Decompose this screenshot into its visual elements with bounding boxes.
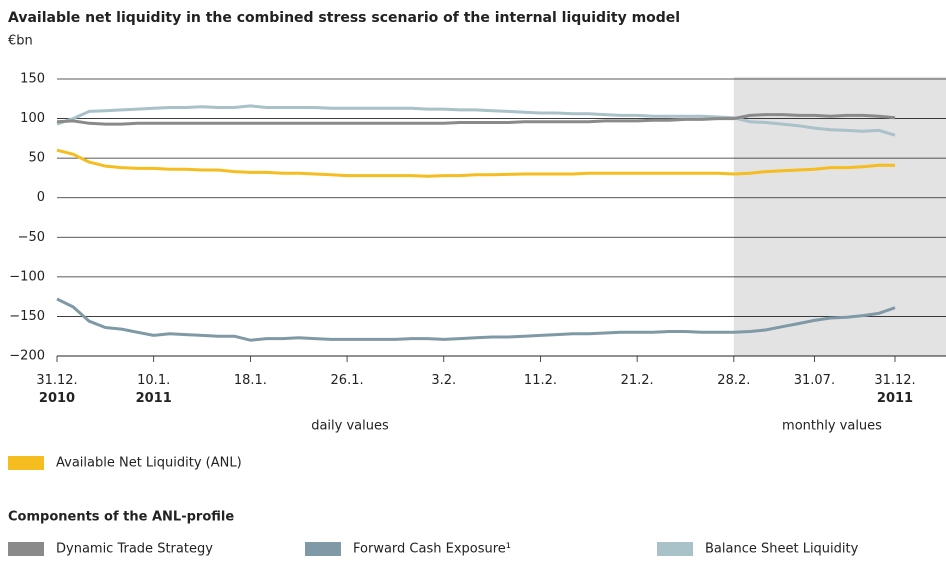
legend-label: Forward Cash Exposure¹ bbox=[353, 542, 511, 557]
legend-swatch bbox=[305, 542, 341, 556]
x-tick-label: 31.12. 2010 bbox=[36, 373, 77, 406]
series-line bbox=[56, 104, 896, 137]
x-tick-label: 10.1. 2011 bbox=[136, 373, 172, 406]
x-tick-label: 3.2. bbox=[431, 373, 456, 388]
legend-swatch bbox=[657, 542, 693, 556]
series-line bbox=[56, 148, 895, 178]
legend-label: Balance Sheet Liquidity bbox=[705, 542, 859, 557]
x-tick-label: 31.07. bbox=[794, 373, 835, 388]
series-line bbox=[56, 297, 896, 342]
y-tick-label: −150 bbox=[9, 309, 45, 324]
x-tick-label: 11.2. bbox=[524, 373, 557, 388]
annotation: monthly values bbox=[782, 419, 882, 434]
y-tick-label: −100 bbox=[9, 269, 45, 284]
unit-label: €bn bbox=[8, 34, 33, 49]
x-tick-label: 26.1. bbox=[331, 373, 364, 388]
x-tick-label: 28.2. bbox=[717, 373, 750, 388]
series-line bbox=[56, 113, 896, 126]
annotation: daily values bbox=[311, 419, 389, 434]
y-tick-label: 100 bbox=[20, 111, 45, 126]
legend-label: Available Net Liquidity (ANL) bbox=[56, 456, 242, 471]
y-tick-label: 150 bbox=[20, 72, 45, 87]
y-tick-label: 0 bbox=[37, 190, 45, 205]
chart-title: Available net liquidity in the combined … bbox=[8, 10, 680, 26]
legend-title: Components of the ANL-profile bbox=[8, 510, 234, 525]
y-tick-label: −50 bbox=[18, 230, 45, 245]
x-tick-label: 21.2. bbox=[621, 373, 654, 388]
y-tick-label: −200 bbox=[9, 349, 45, 364]
x-tick-label: 18.1. bbox=[234, 373, 267, 388]
legend-swatch bbox=[8, 456, 44, 470]
legend-swatch bbox=[8, 542, 44, 556]
x-tick-label: 31.12. 2011 bbox=[874, 373, 915, 406]
y-tick-label: 50 bbox=[28, 151, 45, 166]
legend-label: Dynamic Trade Strategy bbox=[56, 542, 213, 557]
